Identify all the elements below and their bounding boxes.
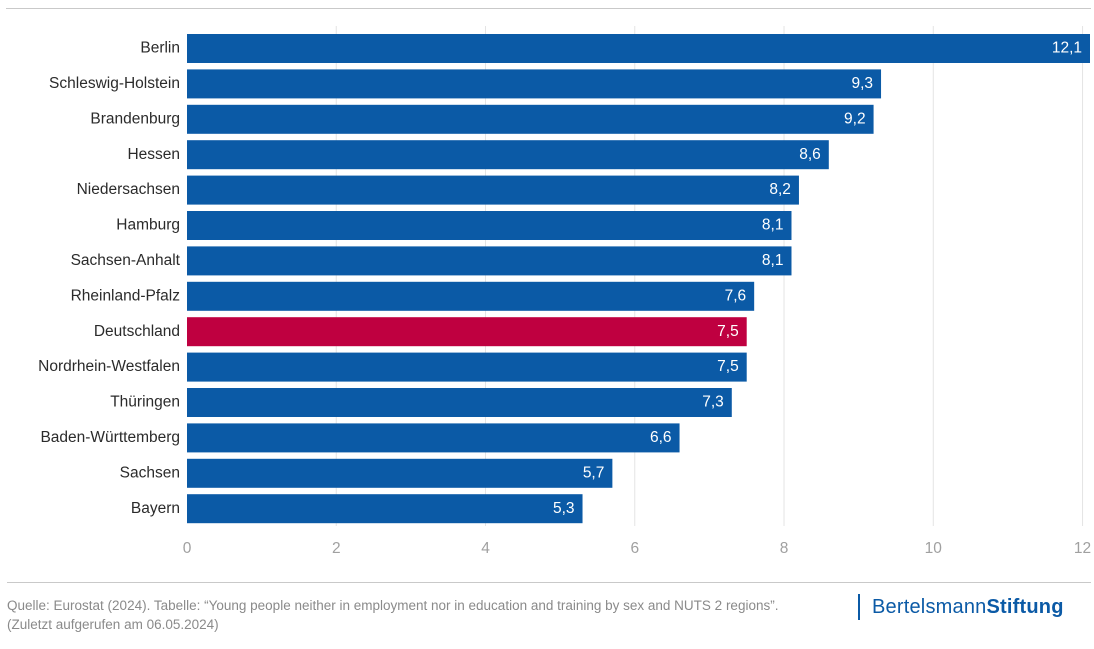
bertelsmann-stiftung-logo: BertelsmannStiftung [858,594,1064,620]
category-label: Schleswig-Holstein [49,75,180,92]
bar [187,458,613,488]
value-label: 7,6 [725,287,747,304]
category-label: Sachsen-Anhalt [71,252,181,269]
logo-text-regular: Bertelsmann [872,595,987,618]
category-label: Rheinland-Pfalz [71,287,180,304]
bar [187,69,882,99]
value-label: 7,5 [717,358,739,375]
bar [187,140,829,170]
value-label: 5,7 [583,464,605,481]
category-label: Hessen [127,146,180,163]
x-tick-label: 2 [332,540,341,557]
bar [187,246,792,276]
category-label: Niedersachsen [77,181,180,198]
category-label: Sachsen [120,464,180,481]
bars [187,34,1090,524]
x-tick-label: 10 [925,540,943,557]
value-labels: 12,1 9,3 9,2 8,6 8,2 8,1 8,1 7,6 7,5 7,5 7,3 6,6 5,7… [553,40,1082,517]
source-note: Quelle: Eurostat (2024). Tabelle: “Young… [7,598,779,632]
bar [187,211,792,240]
footer-divider [7,582,1091,583]
value-label: 7,5 [717,323,739,340]
value-label: 8,6 [799,146,821,163]
bar [187,34,1090,63]
value-label: 6,6 [650,429,672,446]
category-label: Bayern [131,500,180,517]
category-label: Baden-Württemberg [40,429,180,446]
x-tick-label: 8 [780,540,789,557]
x-axis-ticks: 0 2 4 6 8 10 12 [183,540,1091,557]
category-label: Berlin [140,40,180,57]
value-label: 8,2 [769,181,791,198]
category-label: Brandenburg [90,110,180,127]
logo-text-bold: Stiftung [986,595,1064,618]
x-tick-label: 0 [183,540,192,557]
category-label: Hamburg [116,217,180,234]
value-label: 8,1 [762,252,784,269]
bar [187,352,747,382]
category-label: Thüringen [110,394,180,411]
logo-bar [858,594,860,620]
category-label: Nordrhein-Westfalen [38,358,180,375]
x-tick-label: 12 [1074,540,1091,557]
value-label: 12,1 [1052,40,1082,57]
value-label: 9,3 [851,75,873,92]
value-label: 9,2 [844,110,866,127]
bar [187,388,732,417]
bar [187,281,755,311]
logo-text: BertelsmannStiftung [872,596,1064,619]
category-labels: Berlin Schleswig-Holstein Brandenburg Hesse… [38,40,181,517]
x-tick-label: 4 [481,540,490,557]
value-label: 8,1 [762,217,784,234]
bar [187,104,874,134]
value-label: 7,3 [702,394,724,411]
footer: Quelle: Eurostat (2024). Tabelle: “Young… [0,582,1094,649]
x-tick-label: 6 [630,540,639,557]
bar [187,317,747,347]
category-label: Deutschland [94,323,180,340]
bar [187,423,680,453]
value-label: 5,3 [553,500,575,517]
bar-chart: Berlin Schleswig-Holstein Brandenburg Hesse… [6,8,1091,557]
bar [187,175,799,205]
bar [187,494,583,524]
